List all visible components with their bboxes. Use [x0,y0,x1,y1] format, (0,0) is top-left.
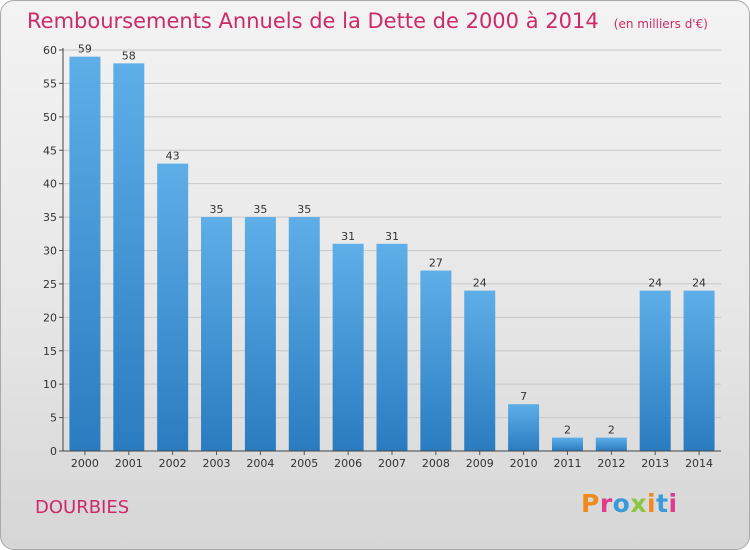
axes: 0 5 10 15 20 25 30 35 40 45 50 55 60 2000 2001 2002 2003… [43,44,721,470]
value-label: 35 [297,203,311,216]
value-label: 2 [608,424,615,437]
y-tick-label: 40 [43,178,57,191]
value-label: 35 [210,203,224,216]
bar-2013 [639,290,671,451]
bar-2009 [464,290,496,451]
chart-title: Remboursements Annuels de la Dette de 20… [27,9,708,33]
bar-2004 [244,217,276,451]
x-tick-label: 2009 [466,457,494,470]
value-label: 24 [648,277,662,290]
bar-2006 [332,243,364,451]
y-tick-label: 35 [43,211,57,224]
value-label: 24 [692,277,706,290]
y-tick-label: 20 [43,311,57,324]
y-tick-label: 55 [43,77,57,90]
logo-letter: t [656,489,669,518]
y-tick-label: 60 [43,44,57,57]
bar-2011 [551,437,583,451]
value-label: 7 [520,390,527,403]
x-tick-label: 2005 [290,457,318,470]
bars: 59 58 43 35 35 35 31 31 27 24 7 2 2 24 24 [69,43,715,451]
logo-letter: r [599,489,613,518]
value-label: 24 [473,277,487,290]
bar-2010 [508,404,540,451]
proxiti-logo: Proxiti [581,489,678,518]
x-tick-label: 2013 [641,457,669,470]
y-tick-label: 50 [43,111,57,124]
x-tick-label: 2004 [246,457,274,470]
value-label: 58 [122,49,136,62]
bar-2001 [113,63,145,451]
y-tick-label: 15 [43,345,57,358]
x-tick-label: 2008 [422,457,450,470]
logo-letter: i [647,489,657,518]
y-tick-label: 30 [43,245,57,258]
x-tick-label: 2006 [334,457,362,470]
x-tick-label: 2001 [115,457,143,470]
value-label: 2 [564,424,571,437]
x-tick-label: 2012 [597,457,625,470]
x-tick-label: 2000 [71,457,99,470]
logo-letter: i [668,489,678,518]
bar-2008 [420,270,452,451]
x-tick-label: 2003 [203,457,231,470]
x-tick-label: 2011 [553,457,581,470]
y-tick-label: 5 [50,412,57,425]
logo-letter: x [630,489,647,518]
logo-letter: o [612,489,631,518]
title-text: Remboursements Annuels de la Dette de 20… [27,9,599,33]
value-label: 35 [253,203,267,216]
x-tick-label: 2014 [685,457,713,470]
value-label: 31 [385,230,399,243]
value-label: 43 [166,150,180,163]
bar-2007 [376,243,408,451]
bar-2005 [288,217,320,451]
bar-2014 [683,290,715,451]
x-tick-label: 2010 [510,457,538,470]
bar-2012 [595,437,627,451]
unit-text: (en milliers d'€) [613,17,708,31]
y-tick-label: 0 [50,445,57,458]
value-label: 59 [78,43,92,56]
commune-name: DOURBIES [35,497,130,518]
value-label: 27 [429,257,443,270]
x-tick-label: 2007 [378,457,406,470]
bar-2002 [157,163,189,451]
bar-2003 [201,217,233,451]
y-tick-label: 10 [43,378,57,391]
x-tick-label: 2002 [159,457,187,470]
y-tick-label: 25 [43,278,57,291]
y-tick-label: 45 [43,144,57,157]
logo-letter: P [581,489,600,518]
bar-2000 [69,56,101,451]
value-label: 31 [341,230,355,243]
